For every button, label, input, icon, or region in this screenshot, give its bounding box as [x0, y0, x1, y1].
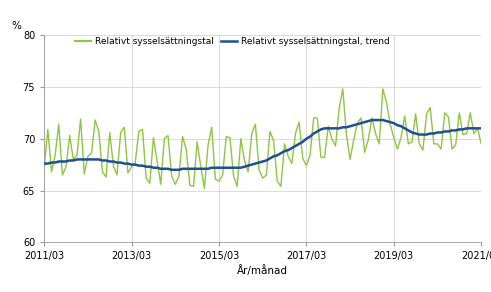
Legend: Relativt sysselsättningstal, Relativt sysselsättningstal, trend: Relativt sysselsättningstal, Relativt sy… [75, 37, 389, 46]
X-axis label: År/månad: År/månad [237, 265, 288, 277]
Text: %: % [11, 21, 21, 31]
